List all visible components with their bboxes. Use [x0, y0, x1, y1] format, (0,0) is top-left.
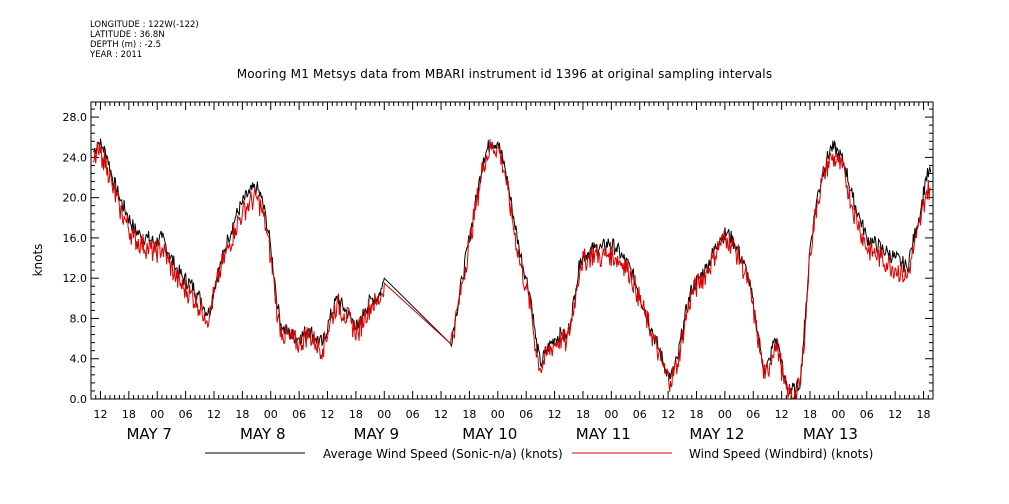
x-tick-label: 00 — [150, 408, 164, 421]
x-tick-label: 06 — [292, 408, 306, 421]
plot-lines — [92, 138, 932, 400]
x-tick-label: 18 — [917, 408, 931, 421]
x-tick-label: 00 — [264, 408, 278, 421]
x-axis: 12 18 00 06 12 18 00 06 12 18 00 06 12 18 00 06 12 18 00 06… — [90, 102, 934, 443]
day-label: MAY 13 — [803, 425, 858, 443]
day-label: MAY 8 — [240, 425, 286, 443]
day-label: MAY 11 — [576, 425, 631, 443]
meta-line-year: YEAR : 2011 — [90, 50, 143, 60]
meta-line-longitude: LONGITUDE : 122W(-122) — [90, 20, 199, 30]
day-label: MAY 10 — [462, 425, 517, 443]
x-tick-label: 12 — [548, 408, 562, 421]
legend: Average Wind Speed (Sonic-n/a) (knots) W… — [205, 447, 873, 461]
x-tick-label: 06 — [406, 408, 420, 421]
series-line-windbird — [92, 139, 931, 400]
day-label: MAY 7 — [126, 425, 172, 443]
series-line-sonic — [92, 138, 932, 399]
plot-border — [90, 101, 934, 400]
x-tick-label: 18 — [689, 408, 703, 421]
x-tick-label: 12 — [661, 408, 675, 421]
x-tick-label: 06 — [519, 408, 533, 421]
day-label: MAY 12 — [689, 425, 744, 443]
x-tick-label: 00 — [831, 408, 845, 421]
y-axis: 0.0 4.0 8.0 12.0 16.0 20.0 24.0 28.0 — [63, 108, 933, 406]
meta-line-depth: DEPTH (m) : -2.5 — [90, 40, 162, 50]
x-tick-label: 18 — [576, 408, 590, 421]
x-tick-label: 00 — [491, 408, 505, 421]
x-tick-label: 12 — [207, 408, 221, 421]
x-tick-label: 12 — [93, 408, 107, 421]
x-tick-label: 18 — [235, 408, 249, 421]
x-tick-label: 06 — [633, 408, 647, 421]
x-tick-label: 12 — [888, 408, 902, 421]
x-tick-label: 06 — [179, 408, 193, 421]
x-tick-label: 06 — [746, 408, 760, 421]
y-tick-label: 0.0 — [70, 393, 88, 406]
y-axis-label: knots — [31, 244, 45, 277]
x-tick-label: 00 — [377, 408, 391, 421]
y-tick-label: 4.0 — [70, 353, 88, 366]
y-tick-label: 24.0 — [63, 151, 88, 164]
y-tick-label: 16.0 — [63, 232, 88, 245]
legend-label-windbird: Wind Speed (Windbird) (knots) — [689, 447, 873, 461]
y-tick-label: 20.0 — [63, 192, 88, 205]
x-tick-label: 18 — [462, 408, 476, 421]
x-tick-label: 00 — [718, 408, 732, 421]
x-tick-label: 06 — [860, 408, 874, 421]
y-tick-label: 12.0 — [63, 272, 88, 285]
plot-frame — [90, 101, 934, 400]
x-tick-label: 12 — [434, 408, 448, 421]
x-tick-label: 12 — [321, 408, 335, 421]
chart-title: Mooring M1 Metsys data from MBARI instru… — [236, 67, 773, 81]
x-tick-label: 18 — [349, 408, 363, 421]
metadata-block: LONGITUDE : 122W(-122) LATITUDE : 36.8N … — [90, 20, 199, 60]
x-tick-label: 18 — [122, 408, 136, 421]
meta-line-latitude: LATITUDE : 36.8N — [90, 30, 165, 40]
x-tick-label: 00 — [604, 408, 618, 421]
legend-label-sonic: Average Wind Speed (Sonic-n/a) (knots) — [323, 447, 563, 461]
y-tick-label: 28.0 — [63, 111, 88, 124]
x-tick-label: 12 — [775, 408, 789, 421]
day-label: MAY 9 — [354, 425, 400, 443]
y-tick-label: 8.0 — [70, 312, 88, 325]
x-tick-label: 18 — [803, 408, 817, 421]
